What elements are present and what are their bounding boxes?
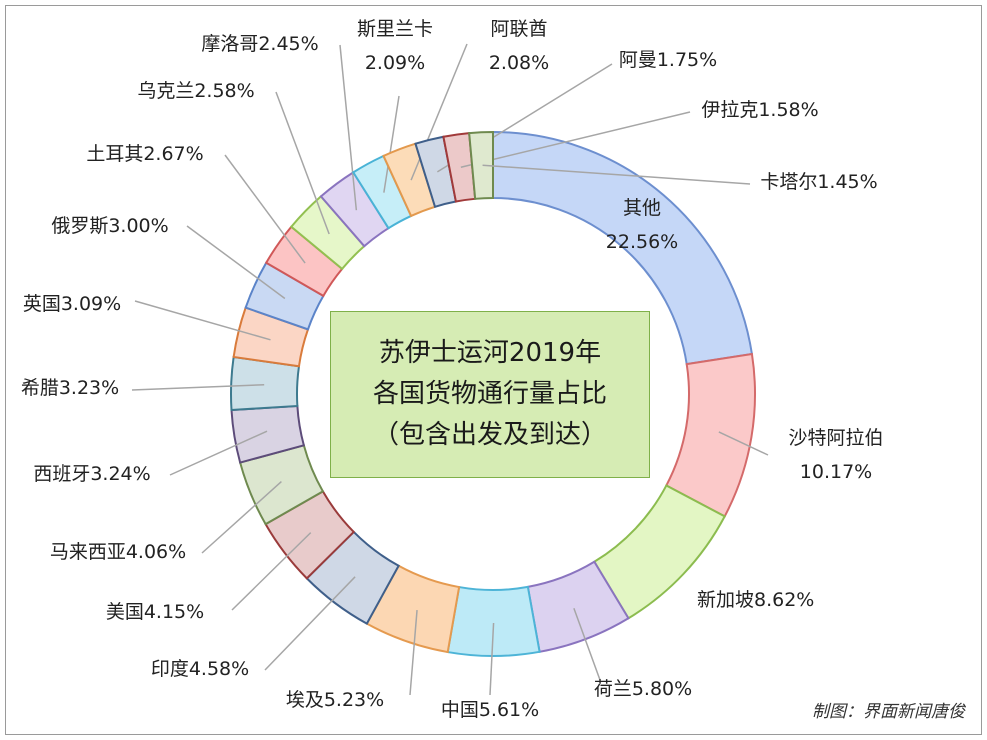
slice-label-印度: 印度4.58% <box>151 658 249 680</box>
chart-title-line-1: 苏伊士运河2019年 <box>378 338 602 368</box>
slice-label-马来西亚: 马来西亚4.06% <box>50 541 186 563</box>
slice-label-新加坡: 新加坡8.62% <box>697 589 814 611</box>
slice-label-埃及: 埃及5.23% <box>286 689 384 711</box>
leader-line-美国 <box>231 532 312 611</box>
leader-line-西班牙 <box>169 430 268 476</box>
chart-title-box: 苏伊士运河2019年 各国货物通行量占比 （包含出发及到达） <box>330 311 650 478</box>
chart-title-line-3: （包含出发及到达） <box>372 420 607 450</box>
leader-line-沙特阿拉伯 <box>718 431 769 456</box>
slice-label-土耳其: 土耳其2.67% <box>86 143 203 165</box>
slice-label-摩洛哥: 摩洛哥2.45% <box>201 33 318 55</box>
slice-label-阿曼: 阿曼1.75% <box>619 49 717 71</box>
leader-line-中国 <box>489 622 495 696</box>
leader-line-英国 <box>134 300 271 341</box>
slice-label-西班牙: 西班牙3.24% <box>33 463 150 485</box>
slice-label-美国: 美国4.15% <box>106 601 204 623</box>
leader-line-斯里兰卡 <box>383 95 400 193</box>
leader-line-摩洛哥 <box>339 44 358 211</box>
leader-line-印度 <box>264 576 356 671</box>
leader-line-马来西亚 <box>201 480 282 554</box>
slice-label-荷兰: 荷兰5.80% <box>594 678 692 700</box>
slice-label-中国: 中国5.61% <box>441 699 539 721</box>
slice-label-斯里兰卡: 斯里兰卡 2.09% <box>357 18 433 74</box>
leader-line-卡塔尔 <box>482 164 751 185</box>
slice-label-伊拉克: 伊拉克1.58% <box>701 99 818 121</box>
leader-line-土耳其 <box>224 154 306 264</box>
chart-credit: 制图：界面新闻唐俊 <box>812 702 965 722</box>
leader-line-希腊 <box>131 384 265 391</box>
leader-line-埃及 <box>409 609 418 696</box>
leader-line-乌克兰 <box>275 91 330 235</box>
slice-label-希腊: 希腊3.23% <box>21 377 119 399</box>
leader-line-俄罗斯 <box>186 225 286 300</box>
leader-line-荷兰 <box>573 607 601 681</box>
chart-title-line-2: 各国货物通行量占比 <box>372 379 607 409</box>
slice-label-卡塔尔: 卡塔尔1.45% <box>760 171 877 193</box>
slice-label-乌克兰: 乌克兰2.58% <box>137 80 254 102</box>
slice-label-阿联酋: 阿联酋 2.08% <box>489 18 549 74</box>
slice-label-沙特阿拉伯: 沙特阿拉伯 10.17% <box>788 427 883 483</box>
slice-中国 <box>446 585 541 657</box>
slice-卡塔尔 <box>468 130 494 200</box>
slice-label-其他: 其他 22.56% <box>606 197 678 253</box>
slice-label-俄罗斯: 俄罗斯3.00% <box>51 215 168 237</box>
leader-line-伊拉克 <box>460 111 691 168</box>
slice-label-英国: 英国3.09% <box>23 293 121 315</box>
